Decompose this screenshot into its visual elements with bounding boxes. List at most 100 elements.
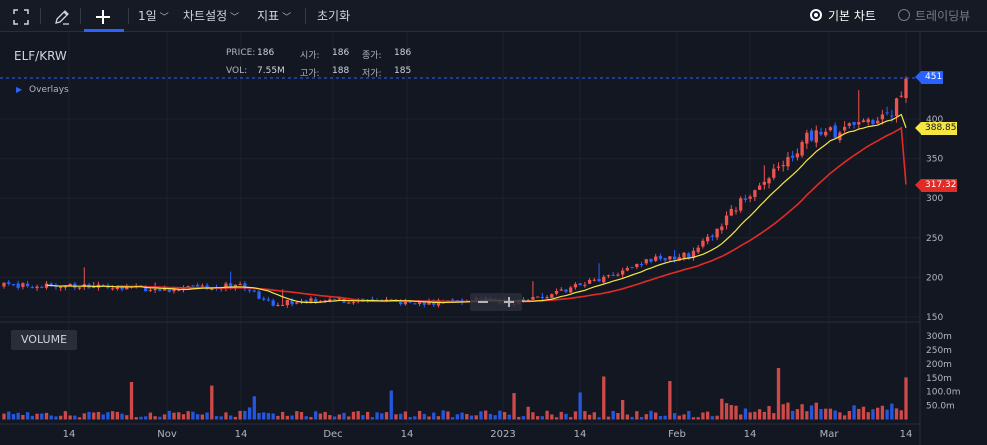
candle-body	[654, 256, 658, 261]
candle-body	[125, 286, 129, 290]
chart-canvas[interactable]: 150 200 250 300 350 400 50.0m 100.0m 150m 200m 25…	[0, 32, 987, 445]
volume-bar	[743, 408, 748, 420]
chevron-down-icon: ﹀	[282, 13, 292, 23]
volume-bar	[186, 411, 190, 420]
volume-bar	[375, 412, 379, 420]
candle-body	[290, 300, 294, 305]
ma-long-badge: 317.32	[915, 179, 957, 192]
volume-bar	[16, 412, 20, 420]
tradingview-radio[interactable]: 트레이딩뷰	[898, 0, 970, 32]
volume-bar	[899, 410, 903, 420]
candle-body	[262, 298, 266, 300]
overlays-toggle[interactable]: ▶ Overlays	[16, 85, 69, 95]
last-price-badge: 451	[915, 71, 943, 84]
candle-body	[592, 279, 596, 281]
volume-bar	[96, 411, 101, 420]
basic-chart-radio[interactable]: 기본 차트	[810, 0, 876, 32]
volume-bar	[734, 405, 738, 420]
candle-body	[554, 290, 559, 294]
candle-body	[833, 125, 837, 138]
volume-bar	[682, 414, 686, 420]
volume-bar	[342, 412, 346, 420]
candle-body	[323, 300, 327, 302]
volume-bar	[370, 417, 375, 420]
candle-body	[729, 208, 733, 216]
volume-bar	[77, 417, 82, 420]
volume-bar	[852, 405, 856, 420]
volume-bar	[767, 406, 771, 420]
volume-bar	[696, 417, 700, 420]
volume-bar	[772, 413, 776, 420]
candle-body	[195, 284, 200, 287]
price-tick-label: 350	[926, 155, 943, 165]
candle-body	[668, 256, 672, 260]
volume-bar	[233, 416, 238, 420]
volume-bar	[238, 410, 242, 420]
overlays-label: Overlays	[29, 85, 69, 95]
volume-bar	[200, 414, 204, 420]
time-tick-label: 14	[401, 429, 414, 440]
candle-body	[753, 190, 757, 197]
volume-bar	[776, 367, 781, 420]
crosshair-button[interactable]	[94, 0, 112, 32]
pencil-icon	[55, 9, 69, 25]
volume-bar	[583, 411, 587, 420]
candle-body	[649, 258, 653, 262]
candle-body	[35, 286, 39, 289]
volume-bar	[474, 415, 478, 420]
chart-settings-label: 차트설정	[183, 9, 228, 23]
candle-body	[535, 296, 540, 298]
candle-body	[413, 303, 417, 305]
volume-bar	[687, 410, 691, 420]
volume-bar	[82, 413, 86, 420]
volume-bar	[649, 410, 653, 420]
fullscreen-button[interactable]	[12, 0, 30, 32]
chart-settings-dropdown[interactable]: 차트설정 ﹀	[183, 0, 239, 32]
candle-body	[271, 300, 275, 306]
vol-value: 7.55M	[257, 66, 285, 76]
candle-body	[880, 114, 885, 120]
interval-dropdown[interactable]: 1일 ﹀	[138, 0, 169, 32]
price-tick-label: 150	[926, 313, 943, 323]
reset-button[interactable]: 초기화	[317, 0, 350, 32]
candle-body	[767, 178, 771, 184]
candle-body	[285, 299, 290, 306]
basic-chart-label: 기본 차트	[828, 9, 876, 23]
volume-bar	[824, 408, 828, 420]
high-label: 고가:	[300, 69, 320, 79]
volume-bar	[73, 415, 77, 420]
volume-bar	[819, 409, 823, 420]
volume-bar	[672, 413, 677, 420]
volume-bar	[639, 417, 644, 420]
volume-bar	[347, 416, 351, 420]
volume-bar	[800, 404, 804, 420]
volume-tick-label: 200m	[926, 360, 952, 370]
candle-body	[710, 235, 715, 237]
volume-bar	[11, 414, 16, 420]
candle-body	[115, 286, 119, 290]
zoom-in-icon[interactable]	[504, 297, 514, 307]
candle-body	[857, 122, 861, 125]
candle-body	[871, 120, 875, 124]
volume-bar	[578, 392, 582, 420]
candle-body	[677, 257, 681, 261]
candle-body	[229, 283, 233, 289]
indicators-dropdown[interactable]: 지표 ﹀	[257, 0, 291, 32]
volume-bar	[861, 406, 866, 420]
volume-bar	[427, 416, 431, 420]
volume-bar	[224, 412, 228, 420]
volume-bar	[488, 413, 493, 420]
candle-body	[861, 120, 866, 123]
interval-label: 1일	[138, 9, 157, 23]
price-tick-label: 300	[926, 194, 943, 204]
volume-bar	[748, 412, 752, 420]
volume-bar	[465, 413, 469, 420]
candle-body	[257, 291, 261, 299]
drawing-button[interactable]	[53, 0, 71, 32]
volume-bar	[2, 413, 6, 420]
volume-bar	[904, 377, 908, 420]
candle-body	[177, 289, 181, 291]
volume-bar	[866, 412, 870, 420]
candle-body	[158, 288, 162, 291]
volume-bar	[337, 414, 341, 420]
